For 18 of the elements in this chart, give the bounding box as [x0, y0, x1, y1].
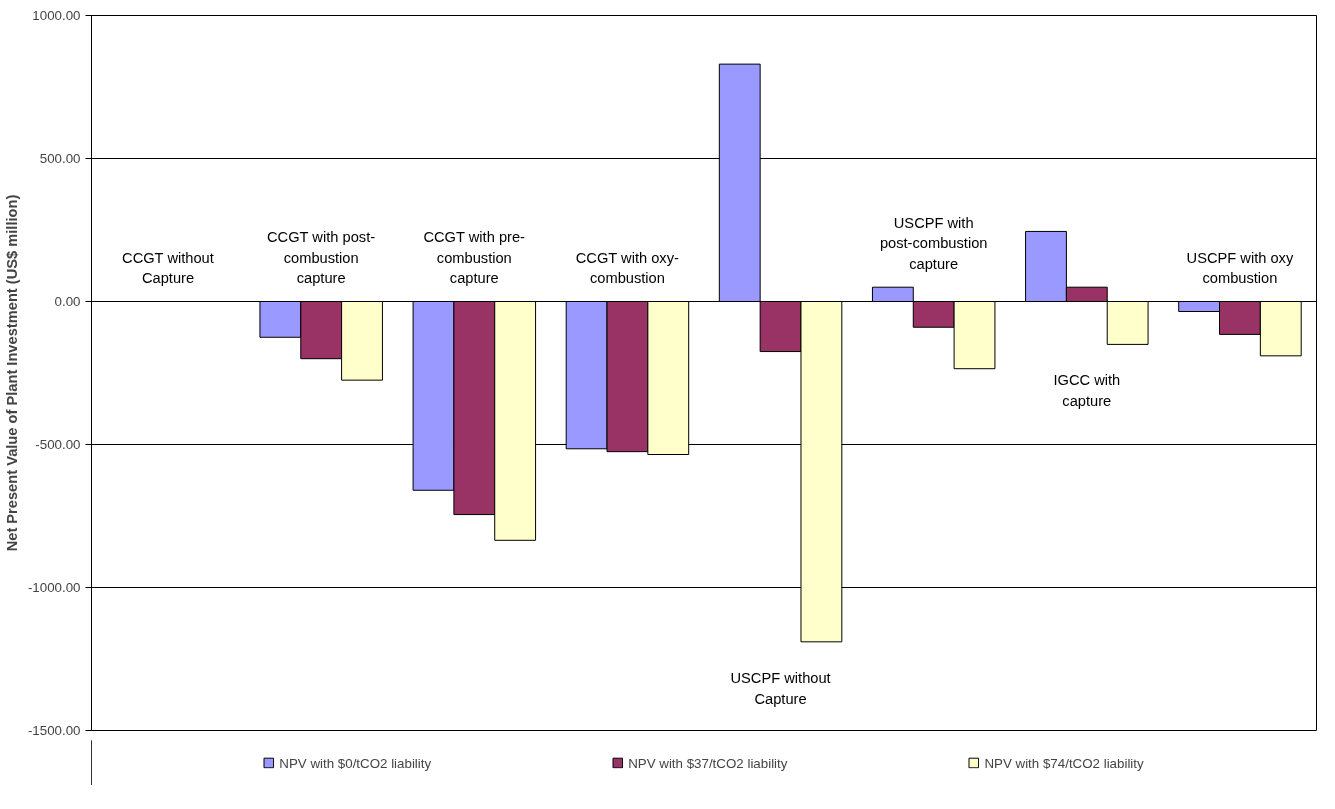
legend-label: NPV with $37/tCO2 liability — [628, 755, 788, 770]
x-tick-label: USCPF with oxy combustion — [1186, 249, 1294, 287]
y-tick-label: 500.00 — [39, 151, 81, 166]
y-axis-title: Net Present Value of Plant Investment (US$ million) — [3, 194, 20, 552]
x-tick-label: CCGT without Capture — [122, 249, 214, 287]
legend-label: NPV with $0/tCO2 liability — [279, 755, 432, 770]
x-tick-label: CCGT with pre-combustion capture — [423, 228, 526, 287]
y-tick-label: -1500.00 — [27, 723, 81, 738]
x-tick-label: CCGT with oxy-combustion — [575, 249, 679, 287]
x-tick-label: IGCC with capture — [1053, 372, 1121, 410]
y-tick-label: 0.00 — [54, 294, 81, 309]
x-tick-label: CCGT with post-combustion capture — [267, 228, 376, 287]
y-tick-label: -500.00 — [35, 437, 81, 452]
x-tick-label: USCPF without Capture — [730, 669, 831, 707]
y-tick-label: 1000.00 — [32, 8, 81, 23]
legend-label: NPV with $74/tCO2 liability — [984, 755, 1144, 770]
y-tick-label: -1000.00 — [27, 580, 81, 595]
x-tick-label: USCPF with post-combustion capture — [879, 214, 988, 273]
